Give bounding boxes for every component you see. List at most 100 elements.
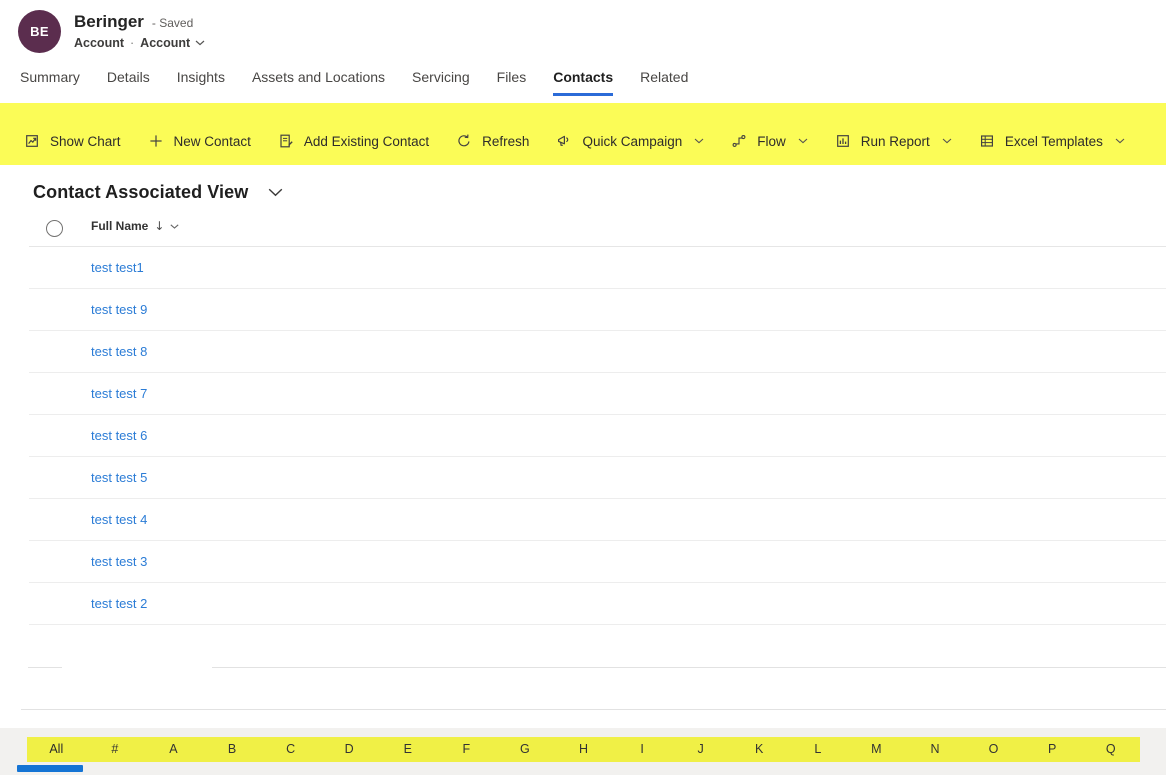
horizontal-scrollbar-thumb[interactable] <box>17 765 83 772</box>
add-existing-contact-label: Add Existing Contact <box>303 133 430 149</box>
contact-link[interactable]: test test 9 <box>91 302 148 317</box>
grid-tail <box>0 625 1166 710</box>
plus-icon <box>148 133 164 149</box>
show-chart-button[interactable]: Show Chart <box>24 133 121 149</box>
jump-bar-item-n[interactable]: N <box>930 742 940 756</box>
show-chart-icon <box>24 133 40 149</box>
contact-link[interactable]: test test 2 <box>91 596 148 611</box>
jump-bar-item-l[interactable]: L <box>814 742 822 756</box>
flow-button[interactable]: Flow <box>731 133 808 149</box>
column-menu-chevron-icon <box>170 224 179 229</box>
select-all-checkbox[interactable] <box>46 220 63 237</box>
new-contact-label: New Contact <box>173 133 251 149</box>
contact-link[interactable]: test test 3 <box>91 554 148 569</box>
tab-assets-and-locations[interactable]: Assets and Locations <box>251 69 386 85</box>
jump-bar-item-q[interactable]: Q <box>1105 742 1116 756</box>
quick-campaign-label: Quick Campaign <box>582 133 683 149</box>
grid-body: test test1 test test 9 test test 8 test … <box>29 247 1166 625</box>
grid-footer: All # A B C D E F G H I J K L M N O P Q <box>0 728 1166 775</box>
excel-icon <box>979 133 995 149</box>
jump-bar-item-d[interactable]: D <box>344 742 354 756</box>
new-contact-button[interactable]: New Contact <box>148 133 251 149</box>
chevron-down-icon <box>1115 138 1125 144</box>
contact-link[interactable]: test test 8 <box>91 344 148 359</box>
separator-dot: · <box>130 36 135 50</box>
contact-link[interactable]: test test 6 <box>91 428 148 443</box>
show-chart-label: Show Chart <box>50 133 121 149</box>
jump-bar-item-p[interactable]: P <box>1047 742 1057 756</box>
divider <box>28 667 62 668</box>
excel-templates-label: Excel Templates <box>1004 133 1103 149</box>
column-header-full-name[interactable]: Full Name ↓ <box>91 219 179 233</box>
record-header: BE Beringer - Saved Account · Account <box>0 0 1166 60</box>
chevron-down-icon <box>694 138 704 144</box>
title-block: Beringer - Saved Account · Account <box>74 10 205 50</box>
tab-details[interactable]: Details <box>106 69 150 85</box>
table-row[interactable]: test test 8 <box>29 331 1166 373</box>
jump-bar-item-e[interactable]: E <box>403 742 412 756</box>
refresh-icon <box>456 133 472 149</box>
contact-link[interactable]: test test 4 <box>91 512 148 527</box>
excel-templates-button[interactable]: Excel Templates <box>979 133 1125 149</box>
table-row[interactable]: test test 4 <box>29 499 1166 541</box>
run-report-icon <box>835 133 851 149</box>
table-row[interactable]: test test1 <box>29 247 1166 289</box>
chevron-down-icon <box>942 138 952 144</box>
refresh-label: Refresh <box>482 133 530 149</box>
form-selector-label: Account <box>140 36 191 50</box>
jump-bar-item-g[interactable]: G <box>520 742 530 756</box>
form-tabs: Summary Details Insights Assets and Loca… <box>0 69 1166 96</box>
chevron-down-icon <box>268 188 283 197</box>
jump-bar-item-all[interactable]: All <box>49 742 64 756</box>
avatar: BE <box>18 10 61 53</box>
run-report-button[interactable]: Run Report <box>835 133 952 149</box>
view-title: Contact Associated View <box>33 182 249 202</box>
table-row[interactable]: test test 3 <box>29 541 1166 583</box>
refresh-button[interactable]: Refresh <box>456 133 529 149</box>
add-existing-contact-icon <box>278 133 294 149</box>
contact-link[interactable]: test test1 <box>91 260 144 275</box>
jump-bar-item-a[interactable]: A <box>169 742 178 756</box>
entity-label: Account <box>74 36 124 50</box>
table-row[interactable]: test test 7 <box>29 373 1166 415</box>
jump-bar-item-k[interactable]: K <box>755 742 764 756</box>
jump-bar-item-o[interactable]: O <box>988 742 999 756</box>
column-label: Full Name <box>91 219 149 233</box>
tab-contacts[interactable]: Contacts <box>553 69 614 96</box>
quick-campaign-icon <box>556 133 572 149</box>
chevron-down-icon <box>798 138 808 144</box>
jump-bar-item-j[interactable]: J <box>697 742 704 756</box>
grid-header: Full Name ↓ <box>29 213 1166 247</box>
jump-bar-item-f[interactable]: F <box>462 742 471 756</box>
save-status: - Saved <box>151 16 194 30</box>
chevron-down-icon <box>195 40 205 46</box>
table-row[interactable]: test test 9 <box>29 289 1166 331</box>
view-selector[interactable]: Contact Associated View <box>0 165 1166 203</box>
divider <box>212 667 1166 668</box>
form-selector[interactable]: Account <box>140 36 205 50</box>
table-row[interactable]: test test 6 <box>29 415 1166 457</box>
jump-bar: All # A B C D E F G H I J K L M N O P Q <box>27 737 1140 762</box>
jump-bar-item-b[interactable]: B <box>227 742 237 756</box>
tab-servicing[interactable]: Servicing <box>412 69 470 85</box>
jump-bar-item-c[interactable]: C <box>286 742 296 756</box>
tab-insights[interactable]: Insights <box>176 69 225 85</box>
run-report-label: Run Report <box>860 133 930 149</box>
jump-bar-item-m[interactable]: M <box>871 742 882 756</box>
add-existing-contact-button[interactable]: Add Existing Contact <box>278 133 429 149</box>
divider <box>21 709 1166 710</box>
jump-bar-item-hash[interactable]: # <box>111 742 119 756</box>
jump-bar-item-i[interactable]: I <box>640 742 644 756</box>
flow-icon <box>731 133 747 149</box>
jump-bar-item-h[interactable]: H <box>578 742 588 756</box>
quick-campaign-button[interactable]: Quick Campaign <box>556 133 704 149</box>
tab-related[interactable]: Related <box>640 69 689 85</box>
table-row[interactable]: test test 2 <box>29 583 1166 625</box>
tab-summary[interactable]: Summary <box>20 69 80 85</box>
page-title: Beringer <box>74 12 144 31</box>
contact-link[interactable]: test test 5 <box>91 470 148 485</box>
tab-files[interactable]: Files <box>496 69 527 85</box>
contact-link[interactable]: test test 7 <box>91 386 148 401</box>
table-row[interactable]: test test 5 <box>29 457 1166 499</box>
